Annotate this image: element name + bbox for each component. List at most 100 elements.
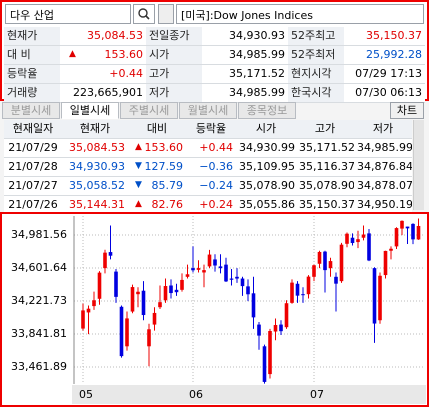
quote-value: 35,084.53 xyxy=(60,27,146,46)
column-header: 저가 xyxy=(354,120,412,139)
table-cell: 35,116.37 xyxy=(296,158,354,177)
x-tick-label: 06 xyxy=(189,388,203,401)
quote-value: 25,992.28 xyxy=(344,46,425,65)
candle-body xyxy=(86,308,91,313)
candle-body xyxy=(202,270,206,273)
quote-number: 34,985.99 xyxy=(229,48,285,61)
candle-body xyxy=(295,283,300,296)
candle-body xyxy=(339,244,344,282)
cell-text: 35,144.31 xyxy=(69,198,125,211)
quote-number: 153.60 xyxy=(104,48,144,61)
quote-label: 현재가 xyxy=(4,27,60,46)
quote-number: 35,171.52 xyxy=(229,67,285,80)
change: 82.76 xyxy=(151,198,184,211)
quote-label: 현지시각 xyxy=(288,65,344,84)
quote-value: +0.44 xyxy=(60,65,146,84)
cell-text: 35,058.52 xyxy=(69,179,125,192)
cell-text: 34,930.99 xyxy=(239,141,295,154)
cell-text: 34,930.93 xyxy=(69,160,125,173)
column-header: 시가 xyxy=(236,120,296,139)
table-cell: 21/07/28 xyxy=(4,158,62,177)
scrollbar[interactable] xyxy=(413,120,424,210)
candle-body xyxy=(323,251,327,271)
table-cell: 21/07/29 xyxy=(4,139,62,158)
tab[interactable]: 분별시세 xyxy=(2,102,60,119)
candle-body xyxy=(400,220,404,229)
table-cell: 34,930.99 xyxy=(236,139,296,158)
quote-number: +0.44 xyxy=(109,67,143,80)
candle-body xyxy=(383,250,388,276)
candle-body xyxy=(103,252,107,269)
candle-body xyxy=(224,264,228,282)
candle-body xyxy=(372,268,377,324)
tab[interactable]: 일별시세 xyxy=(61,102,119,119)
table-cell: 35,109.95 xyxy=(236,158,296,177)
candle-body xyxy=(130,287,135,312)
candle-body xyxy=(147,329,151,347)
tab[interactable]: 주별시세 xyxy=(120,102,178,119)
cell-text: 34,950.19 xyxy=(357,198,412,211)
search-input[interactable]: 다우 산업 xyxy=(5,4,131,24)
table-cell: ▲ 153.60 xyxy=(128,139,186,158)
search-button[interactable] xyxy=(133,4,155,24)
candle-body xyxy=(169,285,173,294)
candle-body xyxy=(158,302,162,308)
quote-label: 전일종가 xyxy=(146,27,202,46)
table-cell: ▼ 85.79 xyxy=(128,177,186,196)
candle-body xyxy=(394,228,399,247)
quote-value: 34,930.93 xyxy=(202,27,288,46)
cell-text: 35,116.37 xyxy=(299,160,354,173)
quote-value: 07/30 06:13 xyxy=(344,84,425,103)
candle-body xyxy=(411,223,415,240)
candle-body xyxy=(185,274,190,277)
chart-button[interactable]: 차트 xyxy=(390,102,424,119)
chart-frame xyxy=(0,212,429,407)
candle-body xyxy=(136,291,140,295)
quote-number: 25,992.28 xyxy=(366,48,422,61)
y-tick-label: 33,841.81 xyxy=(11,327,67,340)
candle-body xyxy=(273,325,278,332)
table-cell: 35,171.52 xyxy=(296,139,354,158)
y-tick-label: 34,601.64 xyxy=(11,261,67,274)
candle-body xyxy=(268,331,272,375)
cell-text: 21/07/27 xyxy=(8,179,58,192)
quote-value: 07/29 17:13 xyxy=(344,65,425,84)
cell-text: 34,876.84 xyxy=(357,160,412,173)
table-cell: 21/07/27 xyxy=(4,177,62,196)
column-header: 고가 xyxy=(296,120,354,139)
quote-value: 34,985.99 xyxy=(202,46,288,65)
cell-text: 35,109.95 xyxy=(239,160,295,173)
cell-text: 35,078.90 xyxy=(239,179,295,192)
cell-text: 34,878.07 xyxy=(357,179,412,192)
change: 85.79 xyxy=(151,179,184,192)
quote-value: 223,665,901 xyxy=(60,84,146,103)
arrow: ▲ xyxy=(135,142,142,152)
cell-text: 34,985.99 xyxy=(357,141,412,154)
candle-body xyxy=(306,276,311,295)
cell-text: −0.36 xyxy=(199,160,233,173)
table-cell: −0.36 xyxy=(186,158,236,177)
candle-body xyxy=(389,248,393,251)
candle-body xyxy=(229,278,234,280)
arrow: ▲ xyxy=(69,49,76,59)
candle-body xyxy=(405,226,410,229)
table-cell: 35,078.90 xyxy=(236,177,296,196)
candle-body xyxy=(367,233,371,261)
arrow: ▼ xyxy=(135,180,142,190)
candle-body xyxy=(163,286,168,301)
candle-body xyxy=(114,271,118,297)
quote-label: 저가 xyxy=(146,84,202,103)
candle-body xyxy=(119,306,124,357)
tab[interactable]: 월별시세 xyxy=(179,102,237,119)
tab[interactable]: 종목정보 xyxy=(238,102,296,119)
candle-body xyxy=(191,268,195,271)
candle-body xyxy=(416,225,421,240)
cell-text: 35,171.52 xyxy=(299,141,354,154)
quote-value: 35,150.37 xyxy=(344,27,425,46)
quote-label: 시가 xyxy=(146,46,202,65)
chart: 34,981.56 34,601.64 34,221.73 33,841.81 33,4… xyxy=(0,212,429,407)
daily-table: 현재일자 현재가 대비 등락율 시가 고가 저가 21/07/29 35,084.53 ▲ 153.… xyxy=(4,120,412,215)
quote-value: ▲ 153.60 xyxy=(60,46,146,65)
menu-button[interactable] xyxy=(158,4,174,24)
